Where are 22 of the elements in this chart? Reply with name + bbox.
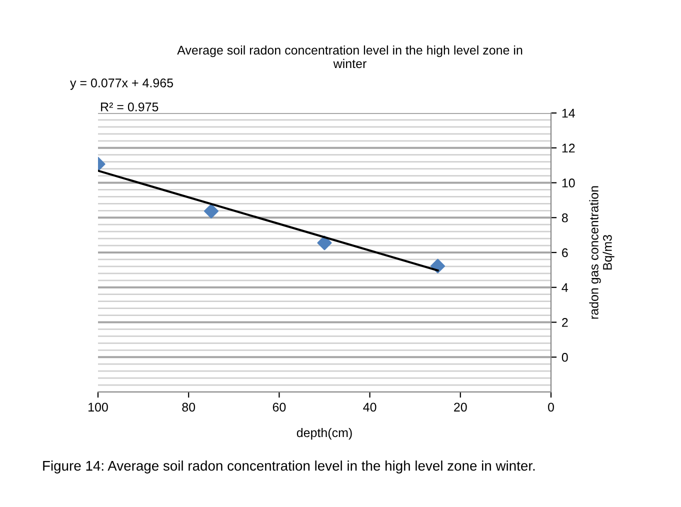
y-tick-label: 14 [562, 108, 575, 118]
y-tick-label: 10 [562, 178, 575, 188]
x-axis-title: depth(cm) [296, 428, 352, 440]
x-tick-label: 20 [454, 402, 467, 412]
y-tick-label: 0 [562, 352, 568, 362]
y-axis-title: radon gas concentration Bq/m3 [589, 186, 614, 319]
y-tick-label: 4 [562, 283, 568, 292]
chart-title: Average soil radon concentration level in the high level zone in winter [177, 45, 522, 68]
x-tick-label: 60 [272, 402, 286, 412]
x-tick-label: 40 [363, 402, 376, 412]
caption: Figure 14: Average soil radon concentration level in the high level zone in winter. [43, 460, 535, 474]
x-tick-label: 0 [548, 402, 554, 412]
x-tick-label: 100 [88, 402, 108, 412]
x-tick-label: 80 [182, 402, 196, 412]
y-tick-label: 12 [562, 144, 575, 152]
y-tick-label: 8 [562, 213, 568, 222]
y-tick-label: 2 [562, 318, 568, 327]
point [317, 236, 332, 250]
text: R² = 0.975 [101, 102, 158, 112]
text: y = 0.077x + 4.965 [70, 78, 174, 90]
y-tick-label: 6 [562, 248, 568, 258]
point [204, 204, 219, 218]
